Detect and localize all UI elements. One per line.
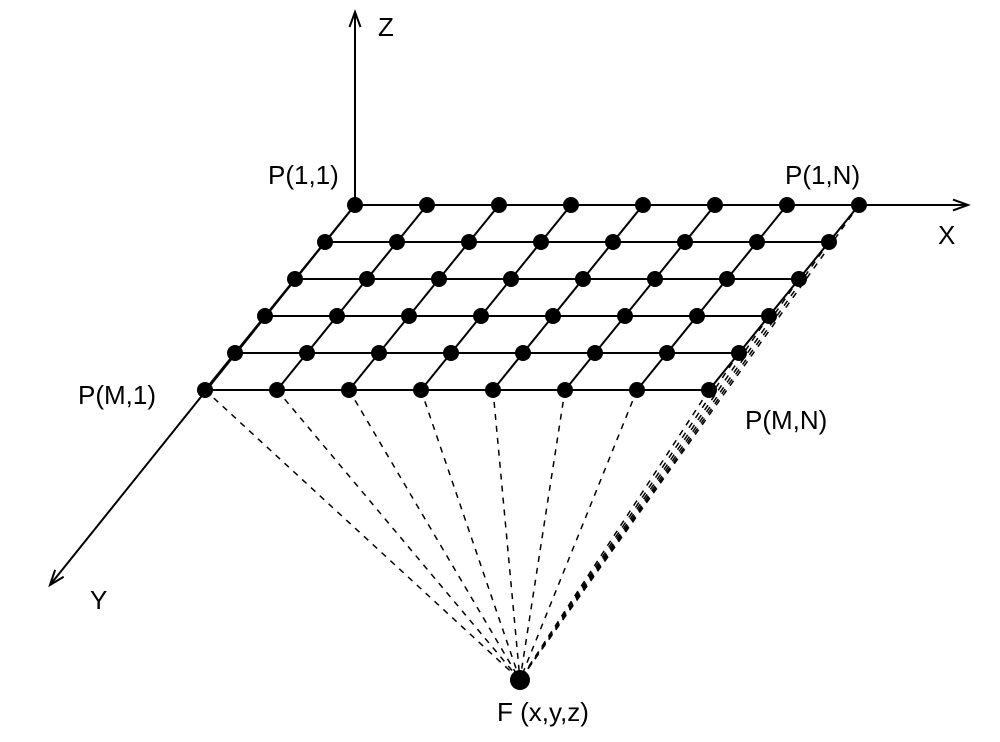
ray-line [205,390,520,680]
grid-point [635,197,651,213]
ray-line [520,390,565,680]
axis-label-x: X [938,220,955,251]
grid-point [533,234,549,250]
grid-point [731,345,747,361]
grid-point [557,382,573,398]
diagram-canvas [0,0,1000,742]
grid-point [659,345,675,361]
grid-point [197,382,213,398]
grid-point [587,345,603,361]
ray-line [277,390,520,680]
label-p11: P(1,1) [268,160,339,191]
grid-point [719,271,735,287]
grid-point [545,308,561,324]
grid-point [419,197,435,213]
grid-point [317,234,333,250]
grid-col-line [493,205,643,390]
grid-point [227,345,243,361]
grid-point [851,197,867,213]
grid-point [473,308,489,324]
ray-line [493,390,520,680]
grid-point [629,382,645,398]
grid-col-line [637,205,787,390]
label-p1n: P(1,N) [785,160,860,191]
grid-col-line [421,205,571,390]
grid-point [341,382,357,398]
grid-point [503,271,519,287]
grid-point [791,271,807,287]
grid-point [269,382,285,398]
axis-label-y: Y [90,585,107,616]
grid-point [257,308,273,324]
grid-point [371,345,387,361]
grid-point [431,271,447,287]
ray-line [520,279,799,680]
grid-col-line [565,205,715,390]
grid-point [677,234,693,250]
label-pmn: P(M,N) [745,405,827,436]
ray-line [421,390,520,680]
grid-point [413,382,429,398]
grid-col-line [709,205,859,390]
grid-point [461,234,477,250]
grid-point [329,308,345,324]
grid-point [647,271,663,287]
grid-point [605,234,621,250]
grid-point [287,271,303,287]
grid-point [443,345,459,361]
grid-point [563,197,579,213]
grid-point [299,345,315,361]
grid-point [491,197,507,213]
grid-col-line [277,205,427,390]
grid-point [701,382,717,398]
focal-point [510,670,530,690]
grid-point [359,271,375,287]
grid-point [821,234,837,250]
grid-col-line [349,205,499,390]
grid-point [389,234,405,250]
grid-point [761,308,777,324]
grid-point [617,308,633,324]
grid-point [779,197,795,213]
grid-point [485,382,501,398]
grid-point [707,197,723,213]
ray-line [520,353,739,680]
grid-point [347,197,363,213]
grid-point [575,271,591,287]
label-focal: F (x,y,z) [497,697,589,728]
grid-point [689,308,705,324]
label-pm1: P(M,1) [78,380,156,411]
grid-point [515,345,531,361]
grid-point [749,234,765,250]
ray-line [349,390,520,680]
axis-label-z: Z [378,12,394,43]
grid-point [401,308,417,324]
